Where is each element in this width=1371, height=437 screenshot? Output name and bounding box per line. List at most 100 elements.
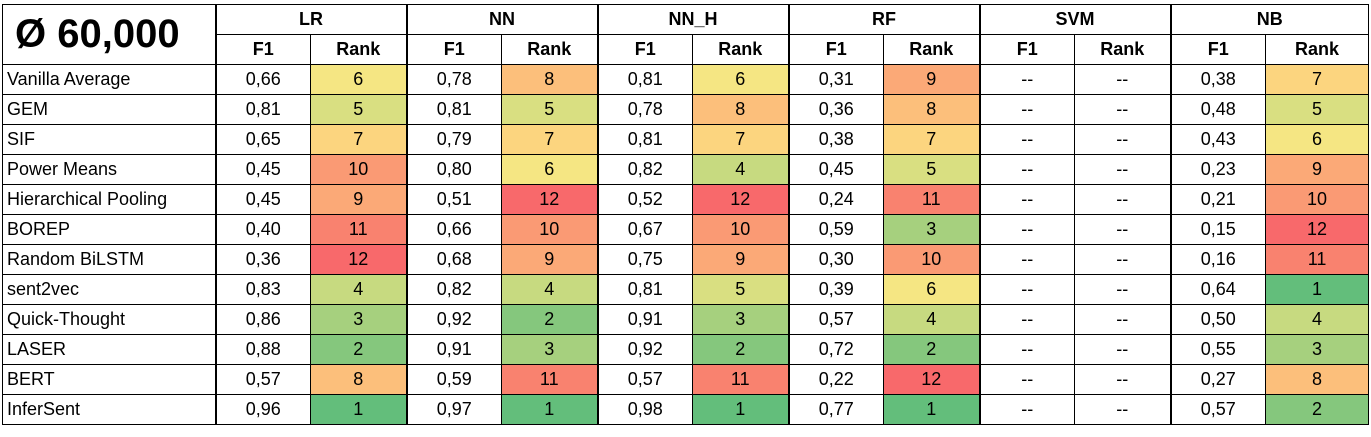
f1-cell: 0,59	[405, 364, 502, 395]
rank-cell: 1	[691, 394, 790, 425]
rank-cell: 5	[691, 274, 790, 305]
rank-cell: 6	[1265, 124, 1370, 155]
subheader-f1: F1	[214, 34, 311, 65]
rank-cell: 6	[501, 154, 598, 185]
f1-cell: 0,52	[596, 184, 693, 215]
table-row: BERT 0,57 8 0,59 11 0,57 11 0,22 12 -- -- 0,27 8	[2, 364, 1370, 395]
row-label: Quick-Thought	[2, 304, 216, 335]
table-body: Vanilla Average 0,66 6 0,78 8 0,81 6 0,31 9 -- -- 0…	[2, 64, 1370, 425]
subheader-rank: Rank	[883, 34, 981, 65]
rank-cell: --	[1074, 214, 1172, 245]
group-header-nb: NB	[1169, 4, 1370, 35]
f1-cell: 0,36	[787, 94, 885, 125]
table-row: Hierarchical Pooling 0,45 9 0,51 12 0,52 12 0,2…	[2, 184, 1370, 215]
rank-cell: 11	[310, 214, 407, 245]
f1-cell: 0,22	[787, 364, 885, 395]
rank-cell: 5	[310, 94, 407, 125]
rank-cell: 11	[883, 184, 981, 215]
f1-cell: 0,21	[1169, 184, 1267, 215]
subheader-rank: Rank	[1074, 34, 1172, 65]
f1-cell: --	[978, 244, 1076, 275]
rank-cell: 4	[1265, 304, 1370, 335]
rank-cell: --	[1074, 274, 1172, 305]
rank-cell: 11	[691, 364, 790, 395]
table-row: SIF 0,65 7 0,79 7 0,81 7 0,38 7 -- -- 0,43 6	[2, 124, 1370, 155]
f1-cell: 0,81	[596, 274, 693, 305]
rank-cell: 8	[691, 94, 790, 125]
f1-cell: 0,24	[787, 184, 885, 215]
rank-cell: 5	[501, 94, 598, 125]
f1-cell: 0,81	[214, 94, 311, 125]
f1-cell: 0,91	[405, 334, 502, 365]
f1-cell: 0,92	[596, 334, 693, 365]
rank-cell: 12	[883, 364, 981, 395]
rank-cell: 9	[1265, 154, 1370, 185]
row-label: sent2vec	[2, 274, 216, 305]
f1-cell: --	[978, 94, 1076, 125]
table-row: Random BiLSTM 0,36 12 0,68 9 0,75 9 0,30 10 -- -- 0…	[2, 244, 1370, 275]
table-row: LASER 0,88 2 0,91 3 0,92 2 0,72 2 -- -- 0,55 3	[2, 334, 1370, 365]
results-table: Ø 60,000 LR NN NN_H RF SVM NB F1 Rank F1…	[2, 4, 1370, 425]
row-label: BOREP	[2, 214, 216, 245]
f1-cell: --	[978, 124, 1076, 155]
subheader-f1: F1	[596, 34, 693, 65]
rank-cell: 5	[883, 154, 981, 185]
f1-cell: 0,48	[1169, 94, 1267, 125]
rank-cell: 4	[501, 274, 598, 305]
row-label: SIF	[2, 124, 216, 155]
f1-cell: 0,66	[214, 64, 311, 95]
rank-cell: --	[1074, 64, 1172, 95]
subheader-rank: Rank	[310, 34, 407, 65]
f1-cell: 0,57	[596, 364, 693, 395]
rank-cell: --	[1074, 304, 1172, 335]
subheader-f1: F1	[978, 34, 1076, 65]
rank-cell: 12	[310, 244, 407, 275]
table-row: Quick-Thought 0,86 3 0,92 2 0,91 3 0,57 4 -- -- 0,5…	[2, 304, 1370, 335]
rank-cell: 5	[1265, 94, 1370, 125]
rank-cell: 12	[1265, 214, 1370, 245]
f1-cell: 0,77	[787, 394, 885, 425]
f1-cell: 0,45	[214, 184, 311, 215]
f1-cell: 0,68	[405, 244, 502, 275]
f1-cell: 0,15	[1169, 214, 1267, 245]
f1-cell: 0,36	[214, 244, 311, 275]
f1-cell: 0,83	[214, 274, 311, 305]
f1-cell: --	[978, 364, 1076, 395]
table-row: InferSent 0,96 1 0,97 1 0,98 1 0,77 1 -- -- 0,57 2	[2, 394, 1370, 425]
table-row: Vanilla Average 0,66 6 0,78 8 0,81 6 0,31 9 -- -- 0…	[2, 64, 1370, 95]
f1-cell: 0,57	[787, 304, 885, 335]
row-label: BERT	[2, 364, 216, 395]
f1-cell: 0,30	[787, 244, 885, 275]
f1-cell: 0,57	[1169, 394, 1267, 425]
f1-cell: --	[978, 154, 1076, 185]
f1-cell: 0,27	[1169, 364, 1267, 395]
f1-cell: 0,91	[596, 304, 693, 335]
rank-cell: 7	[1265, 64, 1370, 95]
rank-cell: 10	[1265, 184, 1370, 215]
f1-cell: 0,72	[787, 334, 885, 365]
rank-cell: 9	[501, 244, 598, 275]
table-row: Power Means 0,45 10 0,80 6 0,82 4 0,45 5 -- -- 0,23…	[2, 154, 1370, 185]
f1-cell: --	[978, 214, 1076, 245]
f1-cell: 0,23	[1169, 154, 1267, 185]
f1-cell: --	[978, 394, 1076, 425]
f1-cell: 0,59	[787, 214, 885, 245]
rank-cell: 8	[310, 364, 407, 395]
subheader-rank: Rank	[691, 34, 790, 65]
table-row: BOREP 0,40 11 0,66 10 0,67 10 0,59 3 -- -- 0,15 12	[2, 214, 1370, 245]
rank-cell: 1	[501, 394, 598, 425]
subheader-f1: F1	[405, 34, 502, 65]
f1-cell: 0,66	[405, 214, 502, 245]
rank-cell: 12	[691, 184, 790, 215]
rank-cell: 9	[883, 64, 981, 95]
rank-cell: 9	[691, 244, 790, 275]
group-header-nn-h: NN_H	[596, 4, 790, 35]
row-label: Hierarchical Pooling	[2, 184, 216, 215]
rank-cell: 3	[691, 304, 790, 335]
rank-cell: 6	[310, 64, 407, 95]
rank-cell: --	[1074, 184, 1172, 215]
f1-cell: --	[978, 334, 1076, 365]
row-label: GEM	[2, 94, 216, 125]
subheader-rank: Rank	[1265, 34, 1370, 65]
row-label: Random BiLSTM	[2, 244, 216, 275]
